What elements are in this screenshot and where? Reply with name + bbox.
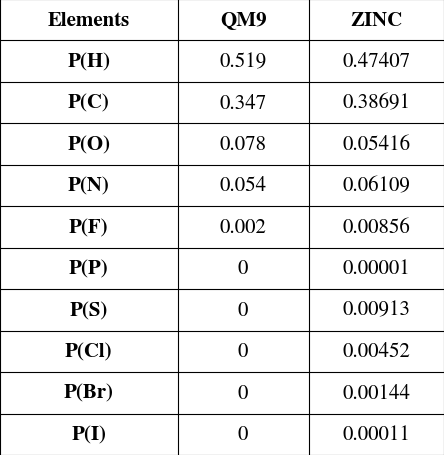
Text: P(C): P(C): [68, 94, 110, 112]
Text: 0: 0: [238, 383, 248, 403]
Text: 0.00913: 0.00913: [342, 300, 410, 320]
Text: ZINC: ZINC: [350, 12, 402, 30]
Text: P(I): P(I): [71, 425, 106, 444]
Text: P(H): P(H): [67, 53, 111, 71]
Text: 0.00001: 0.00001: [342, 259, 410, 279]
Text: 0.00452: 0.00452: [342, 342, 410, 361]
Text: P(Cl): P(Cl): [65, 343, 113, 361]
Text: 0: 0: [238, 300, 248, 320]
Text: 0.347: 0.347: [219, 94, 267, 113]
Text: 0.002: 0.002: [220, 217, 266, 238]
Text: 0.054: 0.054: [219, 176, 267, 196]
Text: 0.00144: 0.00144: [342, 383, 410, 403]
Text: 0: 0: [238, 259, 248, 279]
Text: Elements: Elements: [48, 12, 130, 30]
Text: P(P): P(P): [69, 260, 109, 278]
Text: P(F): P(F): [69, 218, 109, 237]
Text: QM9: QM9: [220, 12, 266, 30]
Text: 0.38691: 0.38691: [342, 94, 410, 113]
Text: 0.06109: 0.06109: [342, 176, 410, 196]
Text: P(Br): P(Br): [64, 384, 114, 402]
Text: 0.078: 0.078: [220, 135, 266, 155]
Text: 0: 0: [238, 342, 248, 361]
Text: 0.05416: 0.05416: [342, 135, 410, 155]
Text: P(N): P(N): [68, 177, 110, 195]
Text: P(O): P(O): [67, 136, 111, 154]
Text: 0.00011: 0.00011: [342, 425, 410, 444]
Text: 0: 0: [238, 425, 248, 444]
Text: 0.519: 0.519: [219, 52, 267, 72]
Text: 0.00856: 0.00856: [342, 217, 410, 238]
Text: P(S): P(S): [70, 301, 108, 319]
Text: 0.47407: 0.47407: [342, 52, 410, 72]
